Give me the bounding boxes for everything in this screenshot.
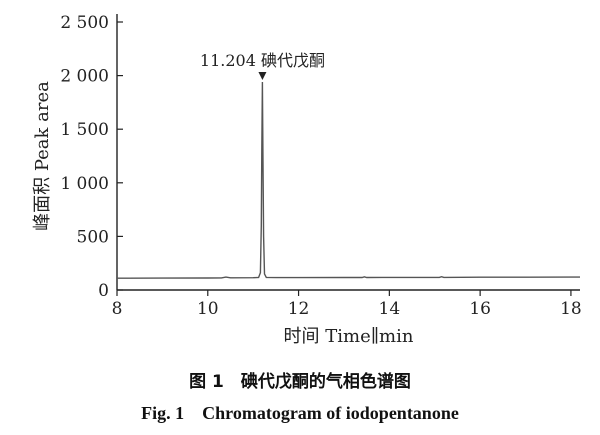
figure-caption-chinese: 图 1 碘代戊酮的气相色谱图 <box>189 372 411 392</box>
x-axis-label: 时间 Time∥min <box>284 326 414 347</box>
peak-annotation-label: 11.204 碘代戊酮 <box>200 51 325 70</box>
chromatogram-trace <box>116 81 580 279</box>
ticks: 8 10 12 14 16 18 0 500 1 000 1 500 2 000 2 500 <box>60 13 581 319</box>
x-tick-label: 10 <box>197 299 219 319</box>
axes <box>116 14 580 291</box>
y-tick-label: 1 500 <box>60 120 109 140</box>
y-tick-label: 2 000 <box>60 67 109 87</box>
x-tick-label: 16 <box>469 299 491 319</box>
x-tick-label: 14 <box>379 299 401 319</box>
y-tick-label: 1 000 <box>60 174 109 194</box>
x-tick-label: 18 <box>560 299 582 319</box>
chromatogram-chart: 8 10 12 14 16 18 0 500 1 000 1 500 2 000 2 500 11.2… <box>32 13 582 347</box>
y-axis-label: 峰面积 Peak area <box>32 81 53 231</box>
figure-caption-english: Fig. 1 Chromatogram of iodopentanone <box>141 403 459 423</box>
x-tick-label: 12 <box>288 299 310 319</box>
y-tick-label: 2 500 <box>60 13 109 33</box>
y-tick-label: 500 <box>77 227 109 247</box>
x-tick-label: 8 <box>112 299 123 319</box>
peak-annotation-arrow <box>258 72 267 81</box>
y-tick-label: 0 <box>98 281 109 301</box>
peak-annotation: 11.204 碘代戊酮 <box>200 51 325 81</box>
